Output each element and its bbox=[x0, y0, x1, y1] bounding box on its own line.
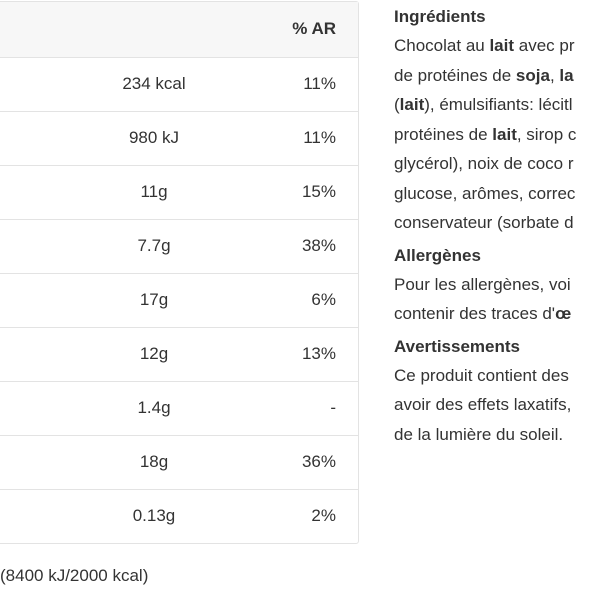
header-amount-cell bbox=[60, 2, 248, 58]
text-segment: protéines de bbox=[394, 124, 493, 144]
table-row: 18g 36% bbox=[0, 435, 358, 489]
nutrient-amount: 1.4g bbox=[137, 398, 171, 417]
nutrient-name-cell bbox=[0, 273, 60, 327]
allergens-section: Allergènes Pour les allergènes, voi conte… bbox=[394, 244, 596, 329]
nutrient-ar: 38% bbox=[301, 236, 336, 255]
warnings-line: de la lumière du soleil. bbox=[394, 420, 596, 450]
text-segment: ), émulsifiants: lécitl bbox=[424, 95, 573, 114]
table-row: 980 kJ 11% bbox=[0, 111, 358, 165]
nutrient-name-cell bbox=[0, 111, 60, 165]
allergens-text: Pour les allergènes, voi contenir des tra… bbox=[394, 270, 596, 329]
header-name-cell bbox=[0, 2, 60, 58]
warnings-line: Ce produit contient des bbox=[394, 361, 596, 391]
text-segment: contenir des traces d' bbox=[394, 304, 556, 323]
nutrient-name-cell bbox=[0, 327, 60, 381]
ingredients-line: conservateur (sorbate d bbox=[394, 208, 596, 238]
text-segment: avec pr bbox=[514, 36, 575, 55]
table-row: 12g 13% bbox=[0, 327, 358, 381]
ingredients-line: glucose, arômes, correc bbox=[394, 179, 596, 209]
nutrient-amount: 0.13g bbox=[132, 506, 176, 526]
text-segment: conservateur (sorbate d bbox=[394, 213, 574, 232]
allergens-line: contenir des traces d'œ bbox=[394, 299, 596, 329]
nutrient-name-cell bbox=[0, 165, 60, 219]
ingredients-text: Chocolat au lait avec pr de protéines de … bbox=[394, 31, 596, 238]
nutrient-name-cell bbox=[0, 219, 60, 273]
nutrient-amount: 11g bbox=[140, 182, 168, 201]
warnings-text: Ce produit contient des avoir des effets … bbox=[394, 361, 596, 450]
nutrient-amount: 18g bbox=[139, 452, 169, 471]
nutrient-amount: 12g bbox=[139, 344, 169, 363]
warnings-line: avoir des effets laxatifs, bbox=[394, 390, 596, 420]
ingredients-line: (lait), émulsifiants: lécitl bbox=[394, 90, 596, 120]
text-segment: avoir des effets laxatifs, bbox=[394, 395, 572, 414]
table-row: 1.4g - bbox=[0, 381, 358, 435]
nutrient-amount: 234 kcal bbox=[122, 74, 186, 93]
text-segment: , bbox=[549, 65, 560, 85]
text-segment: ( bbox=[394, 95, 400, 114]
text-segment: glycérol), noix de coco r bbox=[394, 154, 574, 173]
ingredients-line: Chocolat au lait avec pr bbox=[394, 31, 596, 61]
ingredients-section: Ingrédients Chocolat au lait avec pr de p… bbox=[394, 5, 596, 238]
emphasized-text: lait bbox=[489, 36, 515, 55]
nutrient-ar: 15% bbox=[301, 182, 336, 201]
header-ar: % AR bbox=[248, 2, 358, 58]
text-segment: de protéines de bbox=[394, 65, 516, 85]
nutrient-ar: - bbox=[330, 398, 336, 417]
nutrition-table: % AR 234 kcal 11% 980 kJ 11% 11g 15% 7.7g 38% 17… bbox=[0, 2, 358, 543]
nutrition-table-body: 234 kcal 11% 980 kJ 11% 11g 15% 7.7g 38% 17g 6% 12… bbox=[0, 57, 358, 543]
text-segment: de la lumière du soleil. bbox=[394, 424, 564, 444]
nutrient-name-cell bbox=[0, 381, 60, 435]
nutrient-ar: 6% bbox=[311, 290, 336, 309]
product-info-panel: Ingrédients Chocolat au lait avec pr de p… bbox=[394, 5, 596, 455]
nutrient-name-cell bbox=[0, 57, 60, 111]
text-segment: Chocolat au bbox=[394, 36, 490, 55]
table-row: 17g 6% bbox=[0, 273, 358, 327]
emphasized-text: lait bbox=[492, 124, 517, 144]
nutrient-amount: 980 kJ bbox=[128, 128, 180, 147]
nutrient-ar: 11% bbox=[303, 128, 336, 147]
emphasized-text: la bbox=[559, 65, 574, 85]
nutrition-table-container: % AR 234 kcal 11% 980 kJ 11% 11g 15% 7.7g 38% 17… bbox=[0, 1, 359, 544]
ingredients-line: protéines de lait, sirop c bbox=[394, 120, 596, 150]
ingredients-line: de protéines de soja, la bbox=[394, 61, 596, 91]
allergens-heading: Allergènes bbox=[394, 245, 481, 265]
text-segment: Pour les allergènes, voi bbox=[394, 274, 571, 294]
nutrient-ar: 11% bbox=[303, 74, 336, 93]
nutrient-name-cell bbox=[0, 435, 60, 489]
ingredients-line: glycérol), noix de coco r bbox=[394, 149, 596, 179]
nutrient-amount: 7.7g bbox=[137, 236, 171, 255]
nutrient-name-cell bbox=[0, 489, 60, 543]
table-header-row: % AR bbox=[0, 2, 358, 58]
nutrient-ar: 13% bbox=[301, 344, 336, 363]
table-row: 7.7g 38% bbox=[0, 219, 358, 273]
nutrient-ar: 2% bbox=[311, 506, 336, 526]
ingredients-heading: Ingrédients bbox=[394, 7, 486, 26]
warnings-section: Avertissements Ce produit contient des av… bbox=[394, 335, 596, 450]
nutrient-ar: 36% bbox=[301, 452, 336, 471]
warnings-heading: Avertissements bbox=[394, 336, 520, 356]
table-row: 0.13g 2% bbox=[0, 489, 358, 543]
text-segment: , sirop c bbox=[516, 124, 577, 144]
allergens-line: Pour les allergènes, voi bbox=[394, 270, 596, 300]
nutrient-amount: 17g bbox=[139, 290, 169, 309]
emphasized-text: œ bbox=[555, 304, 572, 323]
reference-intake-footnote: (8400 kJ/2000 kcal) bbox=[0, 566, 149, 585]
text-segment: Ce produit contient des bbox=[394, 365, 569, 385]
text-segment: glucose, arômes, correc bbox=[394, 183, 576, 203]
emphasized-text: soja bbox=[515, 65, 550, 85]
table-row: 234 kcal 11% bbox=[0, 57, 358, 111]
emphasized-text: lait bbox=[399, 95, 425, 114]
table-row: 11g 15% bbox=[0, 165, 358, 219]
